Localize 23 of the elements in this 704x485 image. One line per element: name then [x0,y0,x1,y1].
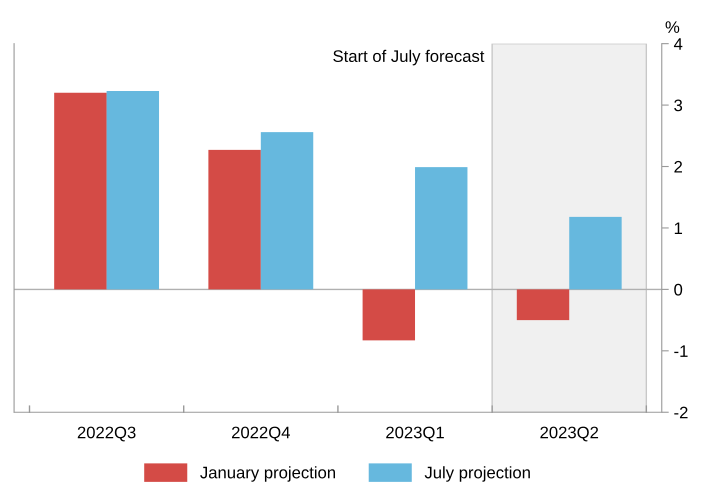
legend-label: July projection [424,466,530,482]
band-label: Start of July forecast [333,50,484,66]
x-tick-label: 2023Q2 [540,426,598,442]
y-tick-label: -2 [674,406,688,418]
y-tick-label: -1 [674,345,688,357]
bar [362,289,416,340]
x-tick-label: 2023Q1 [386,426,444,442]
y-tick-label: 0 [674,284,682,296]
bar [208,150,261,290]
bar [516,289,570,320]
x-tick-label: 2022Q4 [232,426,290,442]
y-tick-label: 3 [674,99,682,112]
y-tick-label: 4 [674,38,682,50]
y-tick-label: 1 [674,222,682,234]
y-tick-label: 2 [674,160,682,173]
x-tick-label: 2022Q3 [78,426,136,442]
bar [260,132,314,290]
bar [106,90,160,290]
bar [415,167,468,290]
bar [54,92,107,290]
bar [569,216,622,290]
legend-label: January projection [200,466,336,482]
y-axis-title: % [666,21,680,33]
